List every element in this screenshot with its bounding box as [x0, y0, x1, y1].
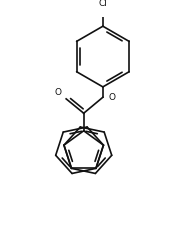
Text: O: O [54, 88, 61, 97]
Text: O: O [109, 93, 115, 102]
Text: Cl: Cl [98, 0, 107, 8]
